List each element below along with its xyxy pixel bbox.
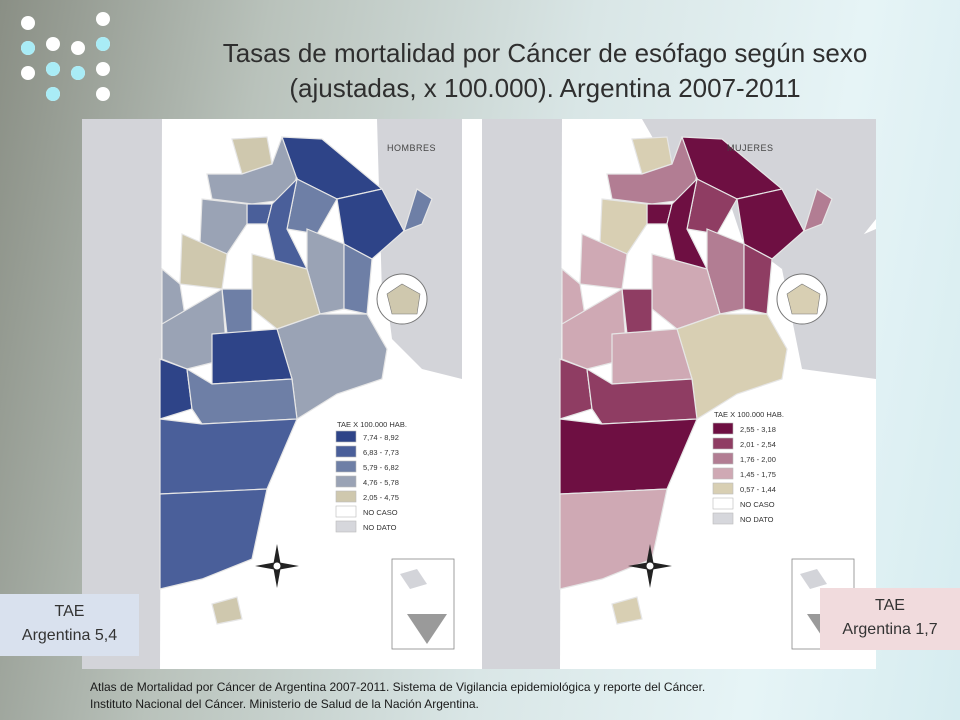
malvinas-inset (400, 569, 427, 589)
title-line-2: (ajustadas, x 100.000). Argentina 2007-2… (289, 73, 801, 103)
source-line-1: Atlas de Mortalidad por Cáncer de Argent… (90, 680, 706, 694)
maps-figure: TAE X 100.000 HAB. 7,74 - 8,92 6,83 - 7,7… (82, 119, 876, 669)
map-mujeres (559, 136, 855, 650)
source-line-2: Instituto Nacional del Cáncer. Ministeri… (90, 697, 479, 711)
slide-title: Tasas de mortalidad por Cáncer de esófag… (150, 36, 940, 106)
compass-rose-icon (255, 544, 299, 588)
legend-swatch (712, 512, 734, 525)
tae-box-mujeres: TAE Argentina 1,7 (820, 588, 960, 650)
region-sanluis (221, 288, 253, 335)
region-tierradelfuego (611, 596, 643, 625)
neighbor-land (82, 119, 876, 669)
legend-label: 6,83 - 7,73 (363, 448, 399, 457)
legend-label: 2,01 - 2,54 (740, 440, 776, 449)
legend-swatch (712, 422, 734, 435)
legend-mujeres: TAE X 100.000 HAB. 2,55 - 3,18 2,01 - 2,5… (712, 410, 784, 525)
region-mendoza (161, 287, 228, 370)
legend-label: NO CASO (740, 500, 775, 509)
tae-label: TAE (875, 597, 905, 614)
legend-label: 4,76 - 5,78 (363, 478, 399, 487)
region-chubut (559, 418, 698, 495)
map-label-hombres: HOMBRES (387, 143, 436, 153)
region-sanluis (621, 288, 653, 335)
region-corrientes (736, 188, 805, 260)
region-lapampa (611, 328, 693, 385)
tae-value: Argentina 5,4 (21, 627, 118, 644)
tae-box-hombres: TAE Argentina 5,4 (0, 594, 139, 656)
region-santacruz (559, 488, 668, 590)
region-santafe (306, 228, 345, 315)
legend-swatch (335, 430, 357, 443)
legend-swatch (712, 452, 734, 465)
region-tierradelfuego (211, 596, 243, 625)
tae-label: TAE (54, 603, 85, 620)
legend-label: 5,79 - 6,82 (363, 463, 399, 472)
legend-title: TAE X 100.000 HAB. (337, 420, 407, 429)
legend-label: NO CASO (363, 508, 398, 517)
legend-swatch (335, 460, 357, 473)
region-santacruz (159, 488, 268, 590)
legend-swatch (335, 520, 357, 533)
legend-title: TAE X 100.000 HAB. (714, 410, 784, 419)
legend-label: 1,45 - 1,75 (740, 470, 776, 479)
legend-label: NO DATO (363, 523, 397, 532)
decorative-dots-logo (21, 12, 110, 101)
region-mendoza (561, 287, 628, 370)
title-line-1: Tasas de mortalidad por Cáncer de esófag… (222, 38, 868, 68)
legend-swatch (335, 475, 357, 488)
region-misiones (803, 188, 833, 233)
legend-label: 2,05 - 4,75 (363, 493, 399, 502)
caba-inset-region (786, 283, 821, 315)
legend-label: 1,76 - 2,00 (740, 455, 776, 464)
legend-label: 2,55 - 3,18 (740, 425, 776, 434)
map-hombres (159, 136, 455, 650)
antarctic-inset-land (407, 614, 447, 644)
legend-swatch (712, 467, 734, 480)
region-corrientes (336, 188, 405, 260)
compass-rose-icon (628, 544, 672, 588)
region-lapampa (211, 328, 293, 385)
maps-panel: TAE X 100.000 HAB. 7,74 - 8,92 6,83 - 7,7… (82, 119, 876, 669)
legend-swatch (335, 445, 357, 458)
tae-value: Argentina 1,7 (842, 621, 938, 638)
malvinas-inset (800, 569, 827, 589)
region-chubut (159, 418, 298, 495)
source-citation: Atlas de Mortalidad por Cáncer de Argent… (90, 679, 910, 713)
legend-swatch (712, 497, 734, 510)
legend-swatch (335, 505, 357, 518)
region-catamarca (599, 198, 648, 255)
legend-label: 7,74 - 8,92 (363, 433, 399, 442)
map-label-mujeres: MUJERES (727, 143, 774, 153)
legend-label: 0,57 - 1,44 (740, 485, 776, 494)
legend-label: NO DATO (740, 515, 774, 524)
legend-hombres: TAE X 100.000 HAB. 7,74 - 8,92 6,83 - 7,7… (335, 420, 407, 533)
legend-swatch (712, 437, 734, 450)
caba-inset-region (386, 283, 421, 315)
region-misiones (403, 188, 433, 233)
region-catamarca (199, 198, 248, 255)
legend-swatch (712, 482, 734, 495)
legend-swatch (335, 490, 357, 503)
region-santafe (706, 228, 745, 315)
